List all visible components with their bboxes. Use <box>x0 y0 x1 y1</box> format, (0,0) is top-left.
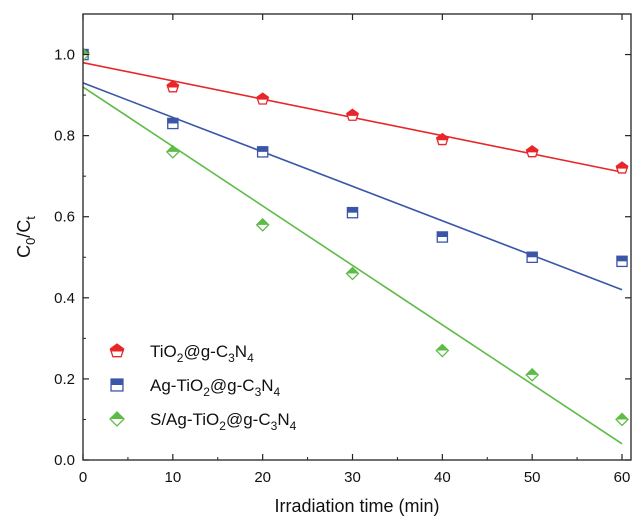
marker-fill <box>436 133 449 141</box>
legend-part: N <box>261 376 273 395</box>
y-tick-label: 0.2 <box>54 371 75 388</box>
legend: TiO2​@g-C3​N4​Ag-TiO2​@g-C3​N4​S/Ag-TiO2… <box>109 342 297 433</box>
data-point-series-2 <box>165 144 180 159</box>
marker-fill <box>256 93 269 100</box>
legend-part: TiO <box>150 342 177 361</box>
data-point-series-1 <box>346 206 359 219</box>
axes: 0 10 20 30 40 50 600.00.20.40.60.81.0Irradiati… <box>14 13 632 516</box>
legend-sub: 3 <box>228 351 235 365</box>
legend-sub: 2 <box>203 385 210 399</box>
data-point-series-2 <box>615 412 629 427</box>
y-tick-label: 0.6 <box>54 209 75 226</box>
marker-fill <box>616 413 629 420</box>
legend-part: N <box>277 410 289 429</box>
y-tick-label: 0.8 <box>54 128 75 145</box>
legend-part: @g-C <box>210 376 255 395</box>
marker-fill <box>526 145 538 153</box>
data-point-series-1 <box>256 146 269 158</box>
legend-sub: 4 <box>274 385 281 399</box>
data-point-series-0 <box>525 145 539 158</box>
x-tick-label: 20 <box>254 469 271 486</box>
data-point-series-0 <box>256 92 270 105</box>
x-tick-label: 50 <box>524 469 541 486</box>
x-tick-label: 30 <box>344 469 361 486</box>
marker-fill <box>346 267 359 274</box>
x-axis-title: Irradiation time (min) <box>274 496 439 516</box>
legend-part: Ag-TiO <box>150 376 203 395</box>
data-point-series-2 <box>525 367 540 382</box>
data-point-series-1 <box>167 117 179 130</box>
legend-part: N <box>235 342 247 361</box>
legend-label-series-0: TiO2​@g-C3​N4​ <box>150 342 254 365</box>
marker-fill <box>256 218 269 225</box>
data-point-series-1 <box>616 255 628 268</box>
marker-fill <box>346 109 359 116</box>
data-point-series-2 <box>435 343 450 358</box>
axes-frame <box>82 13 632 461</box>
data-point-series-2 <box>345 266 360 281</box>
legend-part: @g-C <box>183 342 228 361</box>
x-tick-label: 0 <box>79 469 87 486</box>
legend-sub: 2 <box>219 419 226 433</box>
legend-sub: 4 <box>247 351 254 365</box>
data-point-series-1 <box>526 251 538 264</box>
legend-marker-series-0 <box>109 343 125 358</box>
y-axis-title-part: /C <box>14 220 34 238</box>
legend-sub: 3 <box>255 385 262 399</box>
y-axis-title-sub: t <box>23 216 38 220</box>
y-tick-label: 1.0 <box>54 47 75 64</box>
legend-sub: 3 <box>271 419 278 433</box>
marker-fill <box>167 118 178 124</box>
data-point-series-0 <box>346 108 359 121</box>
y-tick-label: 0.0 <box>54 452 75 469</box>
legend-part: S/Ag-TiO <box>150 410 219 429</box>
data-point-series-2 <box>255 217 270 232</box>
data-point-series-0 <box>615 161 629 174</box>
data-point-series-0 <box>435 132 449 146</box>
x-tick-label: 40 <box>434 469 451 486</box>
marker-fill <box>257 146 268 152</box>
marker-fill <box>437 231 448 237</box>
y-axis-title-sub: 0 <box>23 238 38 245</box>
marker-fill <box>167 80 179 88</box>
marker-fill <box>110 344 124 352</box>
data-point-series-0 <box>166 80 180 93</box>
legend-marker-series-1 <box>110 378 124 392</box>
legend-marker-series-2 <box>109 411 125 427</box>
marker-fill <box>616 256 628 262</box>
legend-sub: 2 <box>177 351 184 365</box>
x-tick-label: 10 <box>164 469 181 486</box>
y-tick-label: 0.4 <box>54 290 75 307</box>
plot-area <box>83 47 629 445</box>
legend-label-series-2: S/Ag-TiO2​@g-C3​N4​ <box>150 410 297 433</box>
y-axis-title-part: C <box>14 245 34 258</box>
data-point-series-1 <box>436 231 449 243</box>
marker-fill <box>166 145 179 152</box>
x-tick-label: 60 <box>614 469 631 486</box>
y-axis-title: C0/Ct <box>14 216 38 258</box>
legend-label-series-1: Ag-TiO2​@g-C3​N4​ <box>150 376 281 399</box>
marker-fill <box>110 412 124 419</box>
legend-sub: 4 <box>290 419 297 433</box>
marker-fill <box>83 48 89 55</box>
marker-fill <box>527 252 538 258</box>
legend-part: @g-C <box>226 410 271 429</box>
marker-fill <box>616 162 628 169</box>
marker-fill <box>347 207 358 213</box>
marker-fill <box>111 379 123 385</box>
marker-fill <box>526 368 539 375</box>
marker-fill <box>436 344 449 351</box>
